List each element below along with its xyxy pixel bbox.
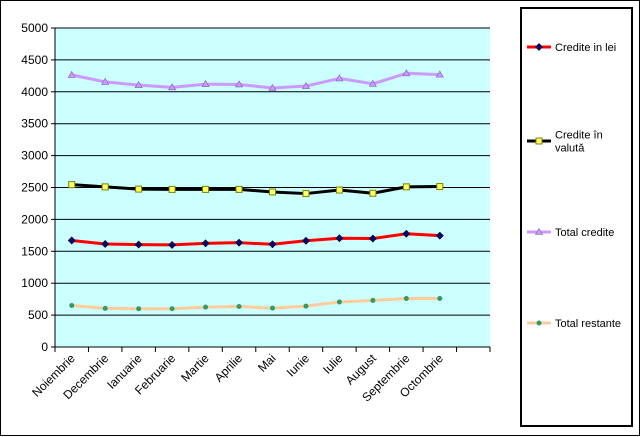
legend-label-line: Credite in lei — [555, 42, 616, 54]
data-point-marker — [302, 236, 310, 245]
legend-label: Total restante — [555, 318, 621, 330]
data-point-marker — [168, 240, 177, 249]
data-point-marker — [302, 190, 310, 198]
data-point-marker — [437, 296, 443, 302]
y-tick-label: 4500 — [21, 53, 48, 67]
data-point-marker — [436, 183, 444, 191]
series-line — [70, 71, 442, 90]
data-point-marker — [136, 306, 142, 312]
data-point-marker — [303, 303, 309, 309]
y-tick-label: 500 — [28, 308, 48, 322]
data-point-marker — [403, 296, 409, 302]
data-point-marker — [270, 305, 275, 311]
gridlines — [55, 27, 490, 316]
legend-label: Credite in lei — [555, 42, 616, 54]
data-point-marker — [169, 306, 175, 312]
data-point-marker — [268, 83, 277, 91]
data-point-marker — [534, 227, 544, 235]
data-point-marker — [335, 74, 344, 82]
data-point-marker — [235, 238, 243, 247]
data-point-marker — [134, 240, 143, 249]
legend-box — [520, 7, 633, 427]
legend-label-line: Total credite — [555, 227, 614, 239]
legend-label-line: Total restante — [555, 318, 621, 330]
data-point-marker — [134, 81, 143, 88]
data-point-marker — [435, 70, 444, 78]
data-point-marker — [336, 299, 342, 305]
data-point-marker — [301, 81, 310, 89]
data-point-marker — [536, 320, 542, 326]
legend-label: Total credite — [555, 227, 614, 239]
data-point-marker — [402, 69, 411, 77]
data-point-marker — [268, 240, 277, 249]
data-point-marker — [368, 79, 377, 87]
data-point-marker — [168, 185, 176, 193]
data-point-marker — [67, 236, 76, 245]
data-point-marker — [335, 186, 343, 194]
data-point-marker — [68, 181, 76, 189]
legend-label-line: valută — [555, 143, 585, 155]
data-point-marker — [368, 234, 377, 243]
legend-label-line: Credite în — [555, 130, 603, 142]
data-point-marker — [402, 183, 410, 191]
legend-entry-0: Credite in lei — [527, 42, 616, 54]
data-point-marker — [435, 231, 444, 240]
data-point-marker — [369, 189, 377, 197]
y-tick-label: 0 — [41, 340, 48, 354]
series-1 — [68, 181, 444, 198]
legend-entry-1: Credite în valută — [527, 130, 603, 155]
data-point-marker — [135, 185, 143, 193]
y-tick-label: 2000 — [21, 212, 48, 226]
data-point-marker — [236, 303, 242, 309]
y-tick-label: 3000 — [21, 149, 48, 163]
data-point-marker — [535, 137, 543, 145]
data-point-marker — [370, 297, 376, 303]
data-point-marker — [235, 80, 244, 88]
data-point-marker — [269, 188, 276, 196]
legend-entry-3: Total restante — [527, 318, 621, 330]
y-tick-label: 5000 — [21, 21, 48, 35]
data-point-marker — [535, 43, 543, 51]
data-point-marker — [168, 83, 177, 91]
data-point-marker — [101, 183, 109, 191]
y-tick-label: 1500 — [21, 244, 48, 258]
data-point-marker — [203, 304, 209, 310]
series-line — [70, 232, 442, 247]
y-tick-label: 2500 — [21, 181, 48, 195]
data-point-marker — [102, 305, 108, 311]
data-point-marker — [202, 185, 210, 193]
series-layer — [67, 69, 444, 312]
y-tick-label: 4000 — [21, 85, 48, 99]
data-point-marker — [235, 185, 243, 193]
data-point-marker — [67, 70, 76, 78]
legend-entry-2: Total credite — [527, 227, 614, 239]
legend-label: Credite în valută — [555, 130, 603, 155]
series-line — [70, 183, 442, 196]
series-line — [70, 297, 442, 311]
data-point-marker — [201, 239, 210, 248]
data-point-marker — [201, 80, 210, 87]
data-point-marker — [335, 234, 344, 243]
series-3 — [69, 296, 443, 312]
data-point-marker — [402, 229, 411, 238]
legend: Credite in lei Credite în valută Total cred… — [520, 7, 633, 427]
series-0 — [67, 229, 444, 249]
series-2 — [67, 69, 444, 91]
data-point-marker — [69, 303, 75, 309]
y-tick-label: 3500 — [21, 117, 48, 131]
y-tick-label: 1000 — [21, 276, 48, 290]
data-point-marker — [101, 77, 110, 85]
data-point-marker — [101, 240, 110, 248]
